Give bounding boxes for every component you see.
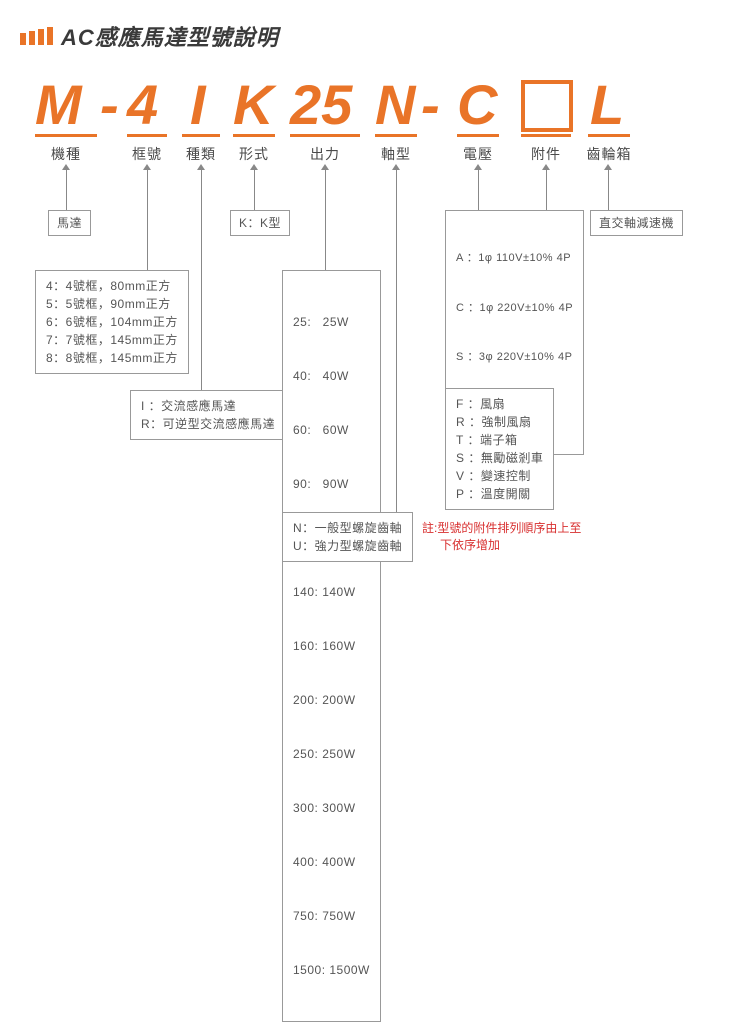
- footnote: 註:型號的附件排列順序由上至 下依序增加: [422, 520, 581, 554]
- underline: [588, 134, 630, 137]
- connector: [608, 170, 609, 210]
- box-line: V ：變速控制: [456, 467, 543, 485]
- box-line: I ：交流感應馬達: [141, 397, 275, 415]
- box-line: 8：8號框，145mm正方: [46, 349, 178, 367]
- seg-4: 4: [127, 76, 158, 134]
- box-line: 160: 160W: [293, 637, 370, 655]
- box-line: 1500: 1500W: [293, 961, 370, 979]
- seg-i: I: [190, 76, 206, 134]
- underline: [127, 134, 167, 137]
- seg-25: 25: [290, 76, 352, 134]
- page-title: AC感應馬達型號說明: [61, 20, 279, 52]
- box-category: I ：交流感應馬達 R：可逆型交流感應馬達: [130, 390, 286, 440]
- box-line: U：強力型螺旋齒軸: [293, 537, 402, 555]
- box-line: R：可逆型交流感應馬達: [141, 415, 275, 433]
- seg-m: M: [35, 76, 82, 134]
- box-line: S ：無勵磁剎車: [456, 449, 543, 467]
- box-line: 7：7號框，145mm正方: [46, 331, 178, 349]
- seg-placeholder: [521, 80, 573, 132]
- seg-l: L: [590, 76, 624, 134]
- header: AC感應馬達型號說明: [20, 20, 715, 52]
- seg-dash1: -: [100, 76, 119, 134]
- box-line: 140: 140W: [293, 583, 370, 601]
- box-line: R ：強制風扇: [456, 413, 543, 431]
- box-line: 25: 25W: [293, 313, 370, 331]
- diagram-area: 馬達 4：4號框，80mm正方 5：5號框，90mm正方 6：6號框，104mm…: [20, 156, 715, 566]
- box-machine: 馬達: [48, 210, 91, 236]
- box-line: P ：溫度開關: [456, 485, 543, 503]
- box-line: T ：端子箱: [456, 431, 543, 449]
- box-line: 200: 200W: [293, 691, 370, 709]
- box-line: K：K型: [239, 214, 281, 232]
- box-shaft: N：一般型螺旋齒軸 U：強力型螺旋齒軸: [282, 512, 413, 562]
- connector: [478, 170, 479, 210]
- box-line: C ：1φ 220V±10% 4P: [456, 300, 573, 317]
- box-line: A ：1φ 110V±10% 4P: [456, 250, 573, 267]
- accent-bars-icon: [20, 27, 53, 45]
- connector: [396, 170, 397, 512]
- underline: [35, 134, 97, 137]
- box-line: F ：風扇: [456, 395, 543, 413]
- seg-k: K: [233, 76, 273, 134]
- seg-c: C: [457, 76, 497, 134]
- box-line: 馬達: [57, 214, 82, 232]
- box-line: 750: 750W: [293, 907, 370, 925]
- note-line: 下依序增加: [422, 537, 581, 554]
- connector: [66, 170, 67, 210]
- connector: [147, 170, 148, 270]
- seg-dash2: -: [421, 76, 440, 134]
- box-line: 300: 300W: [293, 799, 370, 817]
- box-line: 40: 40W: [293, 367, 370, 385]
- box-gearbox: 直交軸減速機: [590, 210, 683, 236]
- box-line: N：一般型螺旋齒軸: [293, 519, 402, 537]
- box-line: 400: 400W: [293, 853, 370, 871]
- box-line: S ：3φ 220V±10% 4P: [456, 349, 573, 366]
- underline: [375, 134, 417, 137]
- box-line: 5：5號框，90mm正方: [46, 295, 178, 313]
- underline: [290, 134, 360, 137]
- box-line: 60: 60W: [293, 421, 370, 439]
- box-line: 250: 250W: [293, 745, 370, 763]
- connector: [254, 170, 255, 210]
- note-line: 註:型號的附件排列順序由上至: [422, 520, 581, 537]
- connector: [201, 170, 202, 390]
- connector: [325, 170, 326, 270]
- box-frame: 4：4號框，80mm正方 5：5號框，90mm正方 6：6號框，104mm正方 …: [35, 270, 189, 374]
- box-output: 25: 25W 40: 40W 60: 60W 90: 90W 120: 120…: [282, 270, 381, 1022]
- model-code-row: M 機種 - 4 框號 I 種類 K 形式 25 出力 N 軸型 - C 電壓 …: [20, 76, 715, 156]
- box-line: 直交軸減速機: [599, 214, 674, 232]
- underline: [233, 134, 275, 137]
- underline: [457, 134, 499, 137]
- box-line: 6：6號框，104mm正方: [46, 313, 178, 331]
- underline: [182, 134, 220, 137]
- box-line: 4：4號框，80mm正方: [46, 277, 178, 295]
- box-accessory: F ：風扇 R ：強制風扇 T ：端子箱 S ：無勵磁剎車 V ：變速控制 P …: [445, 388, 554, 510]
- box-line: 90: 90W: [293, 475, 370, 493]
- underline: [521, 134, 571, 137]
- seg-n: N: [375, 76, 415, 134]
- box-form: K：K型: [230, 210, 290, 236]
